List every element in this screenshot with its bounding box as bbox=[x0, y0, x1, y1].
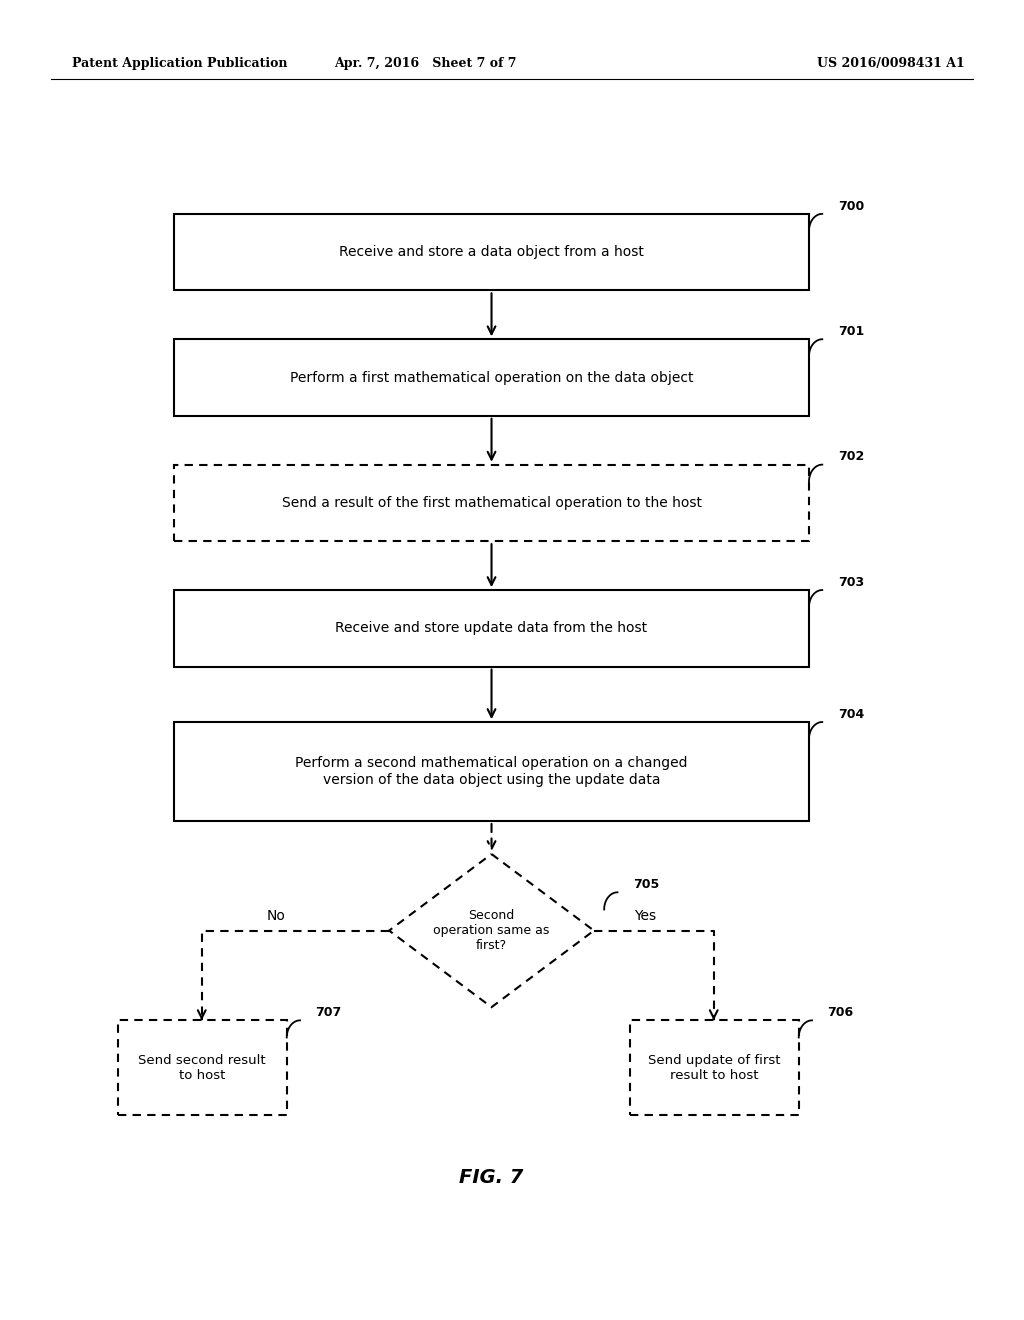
Bar bbox=[118, 1020, 287, 1115]
Text: Send update of first
result to host: Send update of first result to host bbox=[648, 1053, 780, 1082]
Text: Receive and store a data object from a host: Receive and store a data object from a h… bbox=[339, 246, 644, 259]
Text: 701: 701 bbox=[838, 325, 864, 338]
Text: Send second result
to host: Send second result to host bbox=[138, 1053, 266, 1082]
Text: 703: 703 bbox=[838, 576, 864, 589]
Bar bbox=[174, 590, 809, 667]
Bar bbox=[630, 1020, 799, 1115]
Text: 706: 706 bbox=[827, 1006, 854, 1019]
Text: 704: 704 bbox=[838, 708, 864, 721]
Text: No: No bbox=[267, 909, 286, 923]
Text: Send a result of the first mathematical operation to the host: Send a result of the first mathematical … bbox=[282, 496, 701, 510]
Text: 707: 707 bbox=[315, 1006, 342, 1019]
Bar bbox=[174, 722, 809, 821]
Text: 700: 700 bbox=[838, 199, 864, 213]
Text: US 2016/0098431 A1: US 2016/0098431 A1 bbox=[817, 57, 965, 70]
Bar bbox=[174, 465, 809, 541]
Bar bbox=[174, 339, 809, 416]
Text: Receive and store update data from the host: Receive and store update data from the h… bbox=[336, 622, 647, 635]
Text: Perform a second mathematical operation on a changed
version of the data object : Perform a second mathematical operation … bbox=[295, 756, 688, 787]
Bar bbox=[174, 214, 809, 290]
Polygon shape bbox=[389, 854, 594, 1007]
Text: Apr. 7, 2016   Sheet 7 of 7: Apr. 7, 2016 Sheet 7 of 7 bbox=[334, 57, 516, 70]
Text: 702: 702 bbox=[838, 450, 864, 463]
Text: Patent Application Publication: Patent Application Publication bbox=[72, 57, 287, 70]
Text: Second
operation same as
first?: Second operation same as first? bbox=[433, 909, 550, 952]
Text: Perform a first mathematical operation on the data object: Perform a first mathematical operation o… bbox=[290, 371, 693, 384]
Text: FIG. 7: FIG. 7 bbox=[460, 1168, 523, 1187]
Text: 705: 705 bbox=[633, 878, 659, 891]
Text: Yes: Yes bbox=[634, 909, 656, 923]
